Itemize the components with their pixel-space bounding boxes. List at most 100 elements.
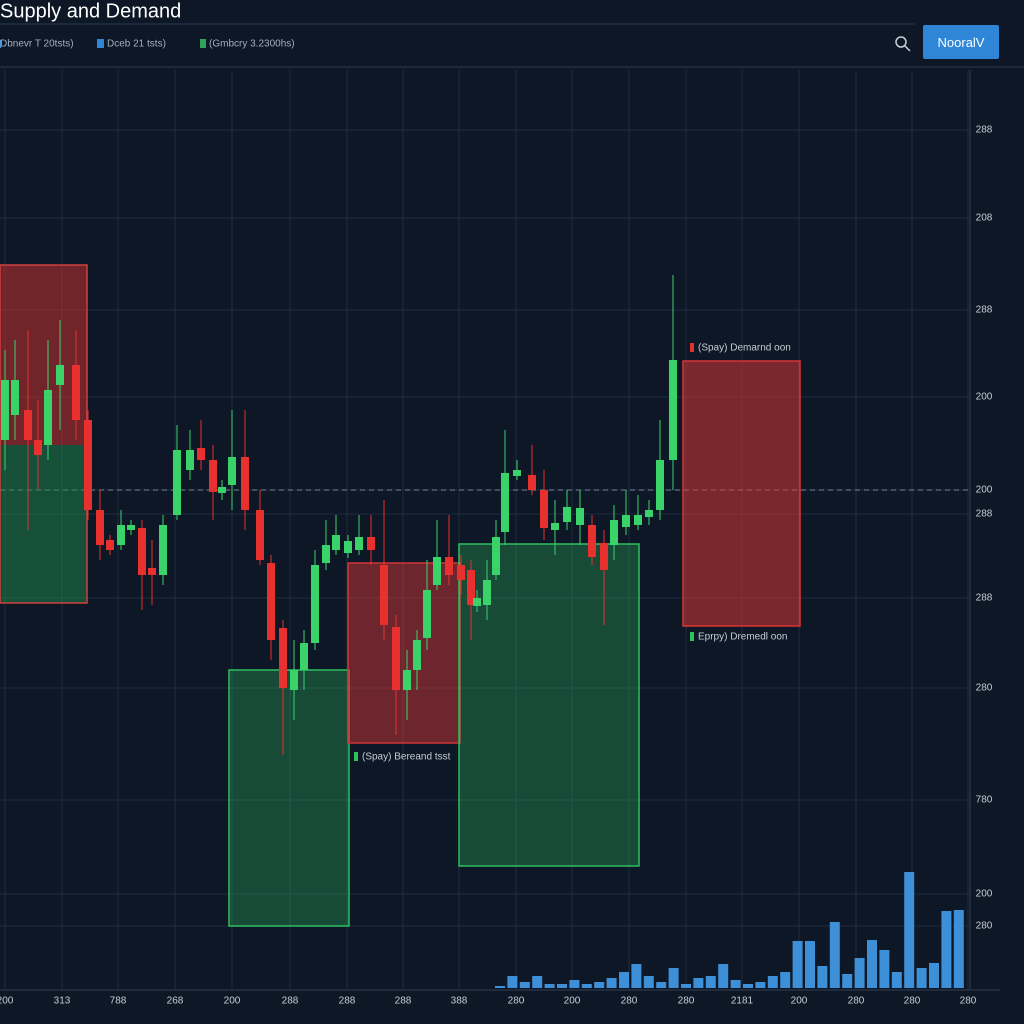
y-tick-label: 288 <box>976 125 993 136</box>
candle-body <box>256 510 264 560</box>
candle-body <box>1 380 9 440</box>
candle-body <box>218 487 226 493</box>
volume-bar <box>891 972 902 988</box>
volume-bar <box>718 964 729 988</box>
volume-bar <box>755 982 766 988</box>
candle-body <box>610 520 618 545</box>
candle-body <box>72 365 80 420</box>
candle-body <box>279 628 287 688</box>
candle-body <box>344 541 352 553</box>
candle-body <box>501 473 509 532</box>
candle-body <box>551 523 559 530</box>
volume-bar <box>668 968 679 988</box>
zone-label: (Spay) Bereand tsst <box>362 752 451 763</box>
candle-body <box>380 565 388 625</box>
zone <box>682 360 801 627</box>
zone <box>228 669 350 927</box>
x-tick-label: 788 <box>110 996 127 1007</box>
candle-body <box>24 410 32 440</box>
candle-body <box>127 525 135 530</box>
candle-body <box>588 525 596 557</box>
candle-body <box>433 557 441 585</box>
volume-bar <box>581 984 592 988</box>
toolbar-icon <box>200 39 206 48</box>
volume-bar <box>916 968 927 988</box>
candle-body <box>600 543 608 570</box>
candle-body <box>56 365 64 385</box>
volume-bar <box>557 984 567 988</box>
candle-body <box>106 540 114 550</box>
candle-body <box>669 360 677 460</box>
candle-body <box>413 640 421 670</box>
toolbar-item[interactable]: (Gmbcry 3.2300hs) <box>209 39 295 50</box>
toolbar-icon <box>0 40 1 48</box>
y-tick-label: 780 <box>976 795 993 806</box>
y-tick-label: 200 <box>976 485 993 496</box>
volume-bar <box>743 984 753 988</box>
candle-body <box>34 440 42 455</box>
x-tick-label: 200 <box>564 996 581 1007</box>
candle-body <box>392 627 400 690</box>
candle-body <box>483 580 491 605</box>
y-tick-label: 288 <box>976 305 993 316</box>
candle-body <box>645 510 653 517</box>
candle-body <box>311 565 319 643</box>
volume-bar <box>817 966 828 988</box>
x-tick-label: 2181 <box>731 996 754 1007</box>
candle-body <box>355 537 363 550</box>
volume-bar <box>842 974 853 988</box>
x-tick-label: 288 <box>339 996 356 1007</box>
volume-bar <box>829 922 840 988</box>
x-tick-label: 268 <box>167 996 184 1007</box>
volume-bar <box>780 972 791 988</box>
volume-bar <box>805 941 815 988</box>
volume-bar <box>656 982 667 988</box>
x-tick-label: 200 <box>224 996 241 1007</box>
y-tick-label: 200 <box>976 889 993 900</box>
mode-button[interactable]: NooralV <box>923 25 999 59</box>
candle-body <box>44 390 52 445</box>
volume-bar <box>730 980 741 988</box>
title: Supply and Demand <box>0 0 181 22</box>
search-icon[interactable] <box>895 36 907 48</box>
x-tick-label: 200 <box>791 996 808 1007</box>
volume-bar <box>792 941 803 988</box>
candle-body <box>492 537 500 575</box>
x-tick-label: 313 <box>54 996 71 1007</box>
candle-body <box>403 670 411 690</box>
x-tick-label: 280 <box>621 996 638 1007</box>
toolbar-item[interactable]: Dceb 21 tsts) <box>107 39 166 50</box>
search-icon <box>904 45 911 52</box>
candle-body <box>241 457 249 510</box>
candle-body <box>159 525 167 575</box>
y-tick-label: 280 <box>976 683 993 694</box>
candle-body <box>656 460 664 510</box>
x-tick-label: 280 <box>678 996 695 1007</box>
candle-body <box>173 450 181 515</box>
volume-bar <box>929 963 939 988</box>
y-tick-label: 288 <box>976 593 993 604</box>
candle-body <box>228 457 236 485</box>
volume-bar <box>619 972 629 988</box>
zone-marker <box>690 632 694 641</box>
zone <box>0 445 87 603</box>
volume-bar <box>569 980 580 988</box>
y-tick-label: 280 <box>976 921 993 932</box>
candle-body <box>423 590 431 638</box>
zone-marker <box>354 752 358 761</box>
volume-bar <box>953 910 964 988</box>
zone-label: (Spay) Demarnd oon <box>698 343 791 354</box>
x-tick-label: 288 <box>395 996 412 1007</box>
toolbar-item[interactable]: Dbnevr T 20tsts) <box>0 39 74 50</box>
volume-bar <box>767 976 778 988</box>
candle-body <box>622 515 630 527</box>
x-tick-label: 280 <box>960 996 977 1007</box>
x-tick-label: 388 <box>451 996 468 1007</box>
candle-body <box>634 515 642 525</box>
candle-body <box>186 450 194 470</box>
candle-body <box>148 568 156 575</box>
candle-body <box>563 507 571 522</box>
y-tick-label: 200 <box>976 392 993 403</box>
volume-bar <box>544 984 555 988</box>
